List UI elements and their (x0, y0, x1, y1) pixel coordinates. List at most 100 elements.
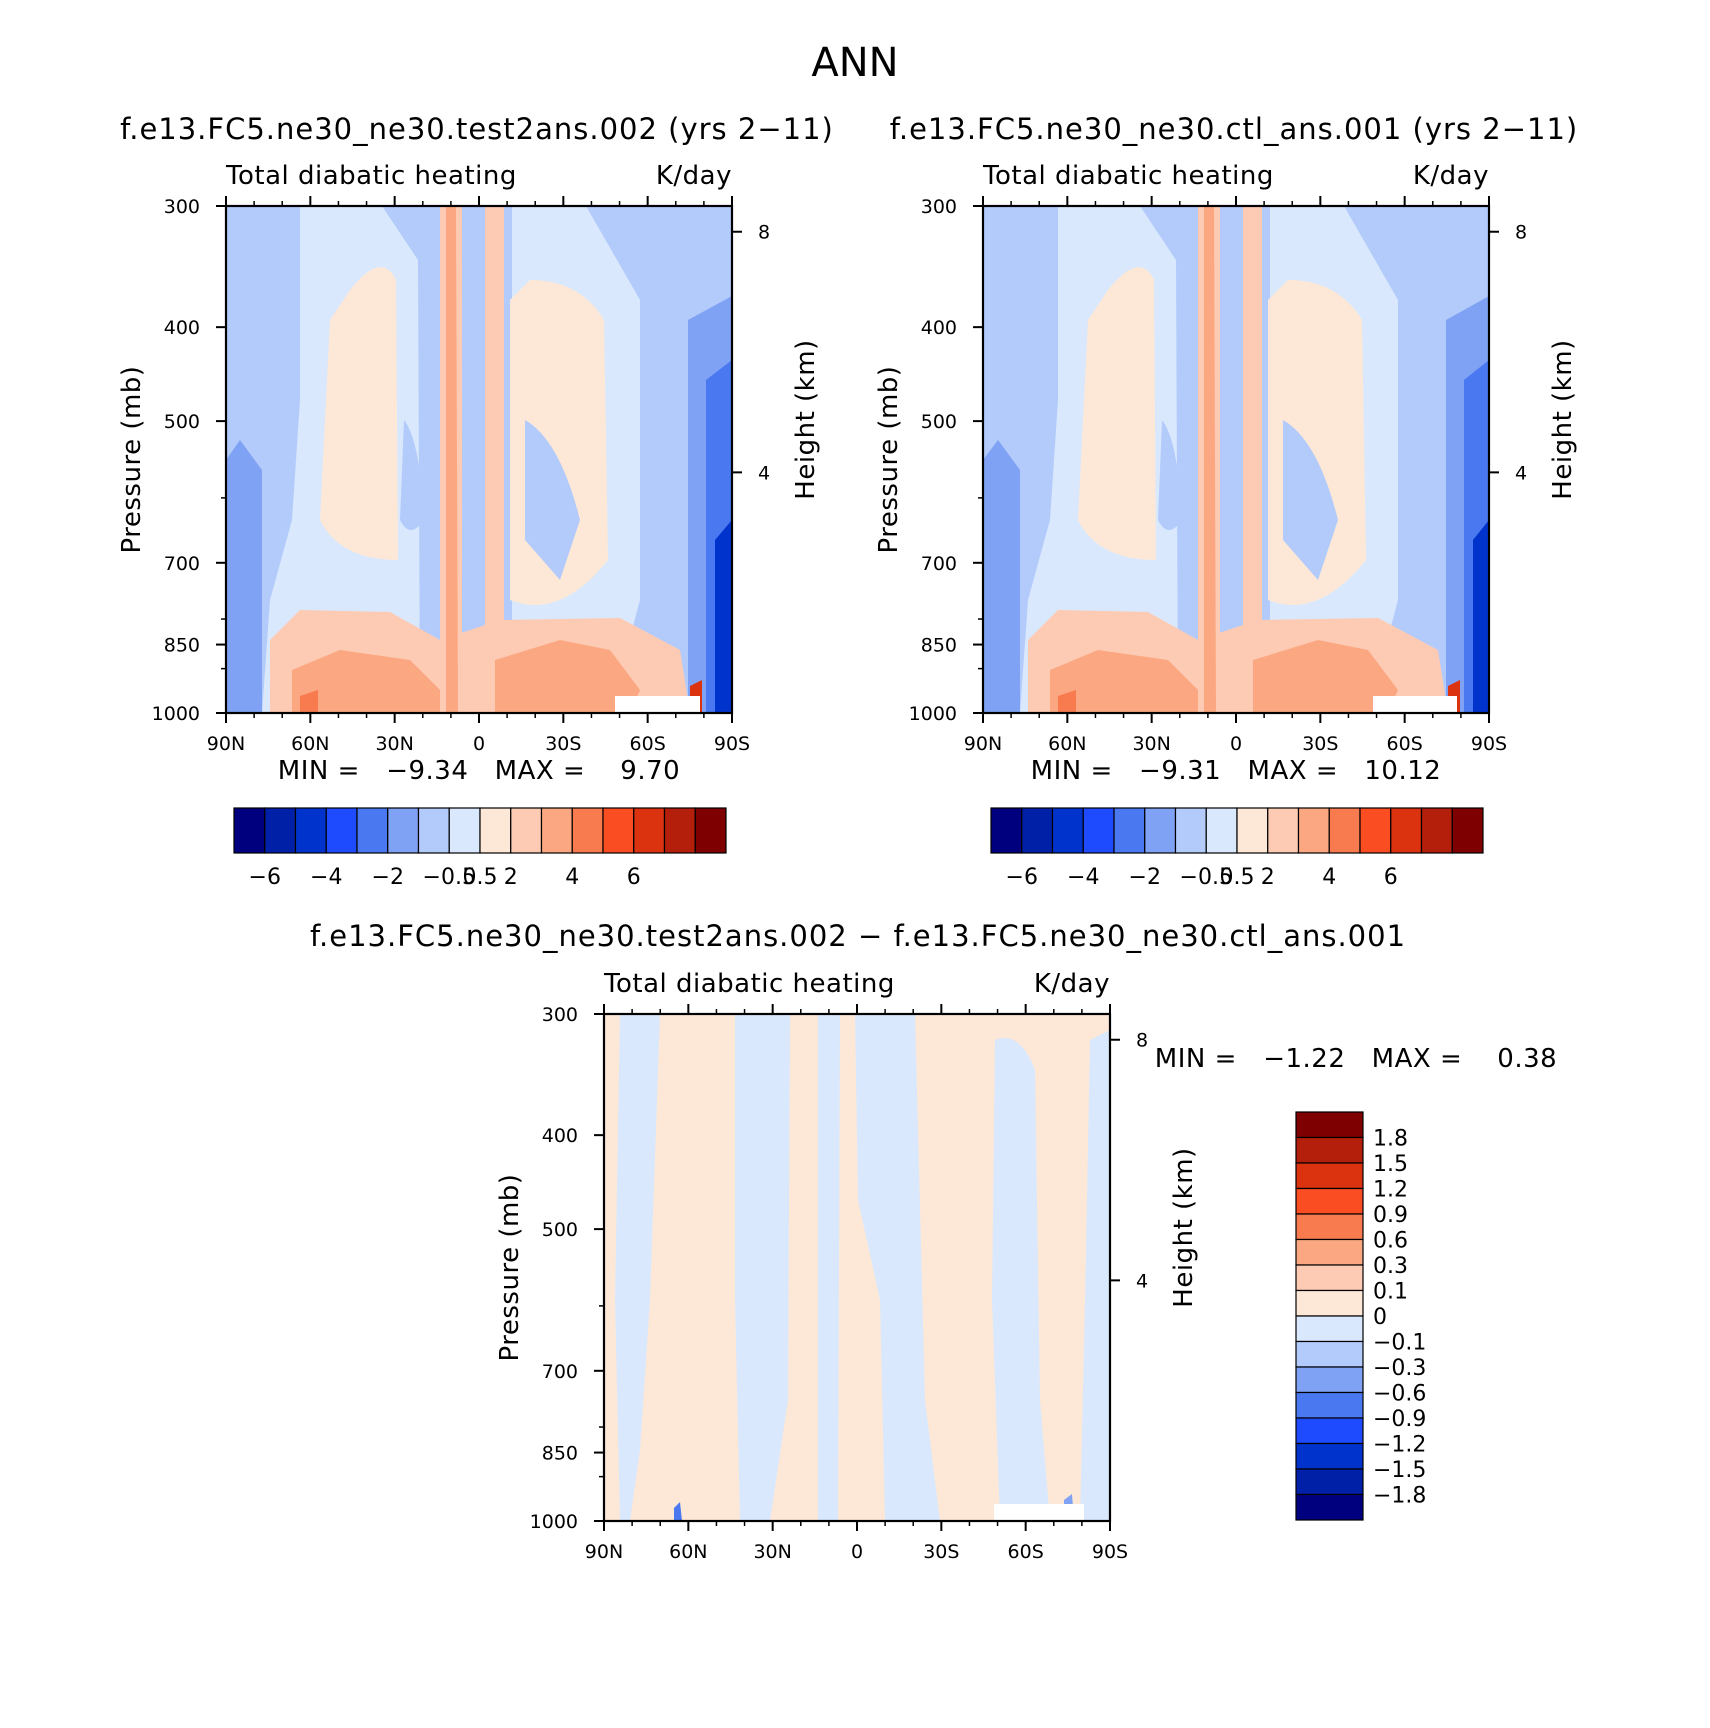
y2-tick-label: 4 (1136, 1270, 1148, 1292)
stats-difference: MIN = −1.22 MAX = 0.38 (1155, 1044, 1557, 1074)
colorbar-tick-label: −4 (1067, 865, 1099, 890)
y-tick-label: 300 (921, 196, 957, 218)
stats-test: MIN = −9.34 MAX = 9.70 (278, 756, 680, 786)
x-tick-label: 60S (630, 733, 666, 755)
colorbar-tick-label: −0.1 (1373, 1331, 1426, 1356)
colorbar-tick-label: −0.5 (423, 865, 476, 890)
colorbar-swatch (510, 807, 543, 854)
colorbar-swatch (1051, 807, 1084, 854)
colorbar-swatch (387, 807, 420, 854)
colorbar-swatch (1295, 1238, 1364, 1266)
y-axis-label: Pressure (mb) (117, 366, 147, 554)
y2-tick-label: 8 (758, 222, 770, 244)
colorbar-swatch (1297, 807, 1330, 854)
y-tick-label: 500 (164, 411, 200, 433)
colorbar-swatch (571, 807, 604, 854)
colorbar-tick-label: −6 (1006, 865, 1038, 890)
colorbar-tick-label: 0.9 (1373, 1203, 1408, 1228)
x-tick-label: 0 (473, 733, 485, 755)
x-tick-label: 60S (1008, 1541, 1044, 1563)
colorbar-swatch (602, 807, 635, 854)
y-tick-label: 700 (542, 1361, 578, 1383)
x-tick-label: 30N (375, 733, 413, 755)
colorbar-swatch (1295, 1264, 1364, 1292)
colorbar-swatch (1295, 1493, 1364, 1521)
colorbar-swatch (1420, 807, 1453, 854)
colorbar-swatch (479, 807, 512, 854)
x-tick-label: 60N (291, 733, 329, 755)
y2-tick-label: 8 (1515, 222, 1527, 244)
colorbar-swatch (1295, 1111, 1364, 1139)
contour-field (226, 206, 732, 713)
x-tick-label: 60S (1387, 733, 1423, 755)
colorbar-tick-label: 4 (565, 865, 579, 890)
y2-axis-label: Height (km) (1548, 339, 1578, 499)
field-label: Total diabatic heating (603, 969, 895, 999)
colorbar-tick-label: 1.2 (1373, 1178, 1408, 1203)
y2-tick-label: 4 (758, 462, 770, 484)
x-tick-label: 90N (207, 733, 245, 755)
panel-title: f.e13.FC5.ne30_ne30.test2ans.002 (yrs 2−… (120, 112, 834, 146)
colorbar-tick-label: −1.2 (1373, 1433, 1426, 1458)
field-label: Total diabatic heating (982, 161, 1274, 191)
colorbar-tick-label: 6 (627, 865, 641, 890)
y-tick-label: 1000 (909, 703, 957, 725)
colorbar-tick-label: 6 (1384, 865, 1398, 890)
y-tick-label: 400 (164, 317, 200, 339)
colorbar-tick-label: −0.5 (1180, 865, 1233, 890)
x-tick-label: 30S (1302, 733, 1338, 755)
colorbar-tick-label: 2 (1261, 865, 1275, 890)
colorbar-tick-label: 0.5 (1220, 865, 1255, 890)
colorbar-swatch (1295, 1468, 1364, 1496)
colorbar-difference: 1.81.51.20.90.60.30.10−0.1−0.3−0.6−0.9−1… (1295, 1111, 1426, 1521)
y-tick-label: 850 (542, 1443, 578, 1465)
colorbar-swatch (1295, 1340, 1364, 1368)
colorbar-tick-label: −6 (249, 865, 281, 890)
x-tick-label: 60N (1048, 733, 1086, 755)
colorbar-tick-label: −2 (1129, 865, 1161, 890)
colorbar-swatch (540, 807, 573, 854)
y-tick-label: 500 (921, 411, 957, 433)
x-tick-label: 90S (1471, 733, 1507, 755)
colorbar-tick-label: 4 (1322, 865, 1336, 890)
colorbar-swatch (1205, 807, 1238, 854)
units-label: K/day (1034, 969, 1110, 999)
panel-title: f.e13.FC5.ne30_ne30.test2ans.002 − f.e13… (310, 919, 1406, 953)
x-tick-label: 30S (923, 1541, 959, 1563)
colorbar-swatch (356, 807, 389, 854)
colorbar-swatch (1295, 1187, 1364, 1215)
colorbar-swatch (1295, 1391, 1364, 1419)
colorbar-swatch (1295, 1162, 1364, 1190)
colorbar-swatch (1295, 1417, 1364, 1445)
colorbar-swatch (1144, 807, 1177, 854)
colorbar-swatch (1295, 1315, 1364, 1343)
colorbar-swatch (1390, 807, 1423, 854)
y-axis-label: Pressure (mb) (874, 366, 904, 554)
y2-tick-label: 4 (1515, 462, 1527, 484)
colorbar-tick-label: −1.5 (1373, 1458, 1426, 1483)
colorbar-tick-label: 0.5 (463, 865, 498, 890)
colorbar-swatch (264, 807, 297, 854)
colorbar-tick-label: −2 (372, 865, 404, 890)
field-label: Total diabatic heating (225, 161, 517, 191)
colorbar-tick-label: −4 (310, 865, 342, 890)
x-tick-label: 90N (585, 1541, 623, 1563)
colorbar-test: −6 −4 −2 −0.50.5 2 4 6 (233, 807, 727, 890)
y-tick-label: 700 (164, 553, 200, 575)
x-tick-label: 90S (714, 733, 750, 755)
stats-ctl: MIN = −9.31 MAX = 10.12 (1031, 756, 1442, 786)
colorbar-swatch (1295, 1136, 1364, 1164)
x-tick-label: 0 (851, 1541, 863, 1563)
colorbar-tick-label: −0.6 (1373, 1382, 1426, 1407)
colorbar-tick-label: 0.3 (1373, 1254, 1408, 1279)
colorbar-swatch (1113, 807, 1146, 854)
colorbar-swatch (294, 807, 327, 854)
x-tick-label: 0 (1230, 733, 1242, 755)
colorbar-tick-label: 0.6 (1373, 1229, 1408, 1254)
colorbar-swatch (990, 807, 1023, 854)
colorbar-swatch (1295, 1442, 1364, 1470)
y-tick-label: 850 (164, 635, 200, 657)
colorbar-swatch (1236, 807, 1269, 854)
